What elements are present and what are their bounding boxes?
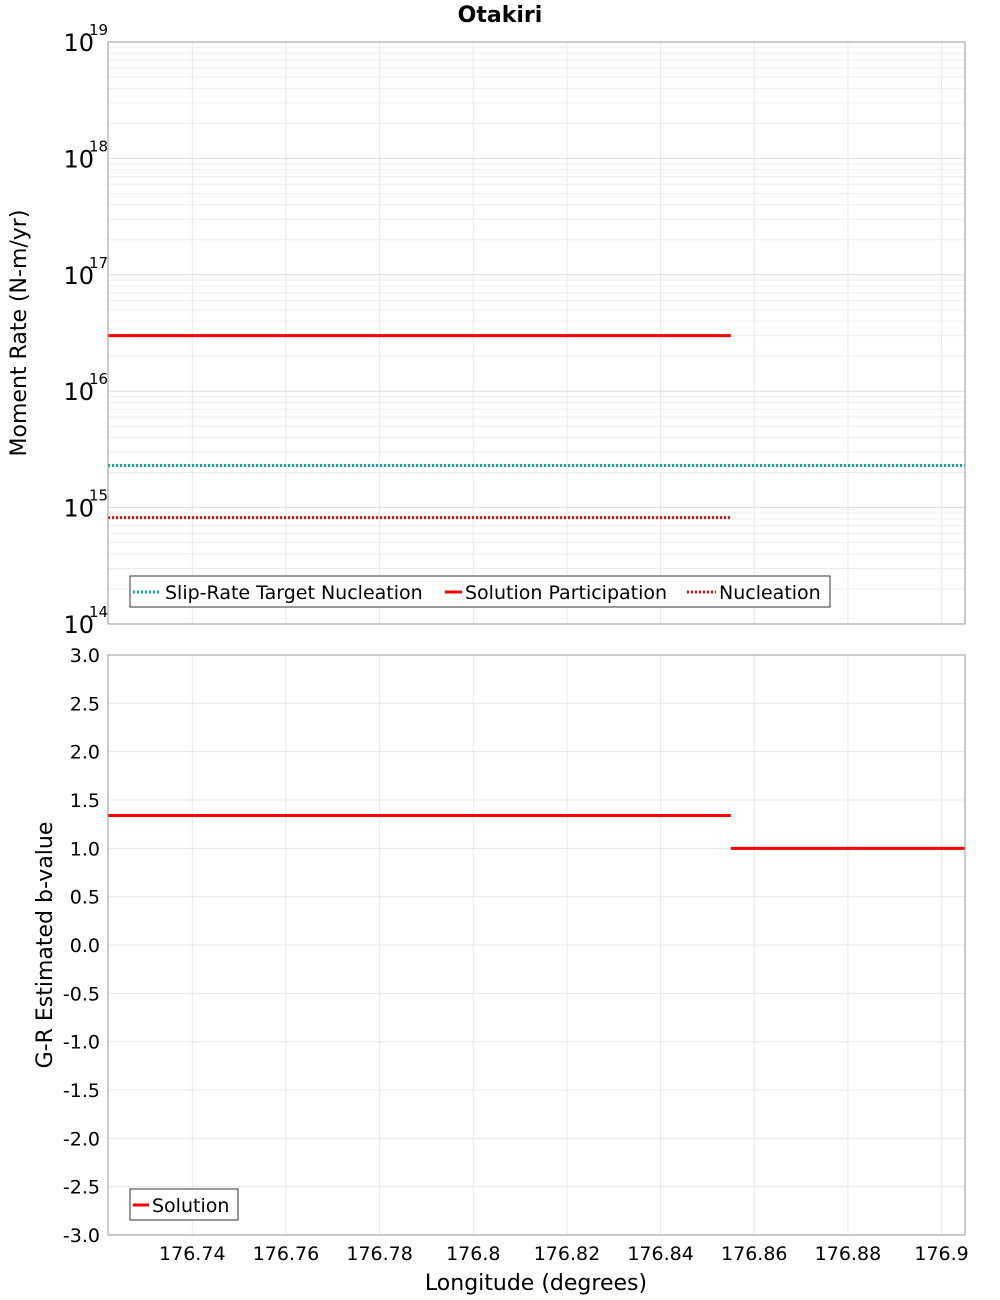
top-y-tick-base: 10	[63, 145, 94, 173]
top-plot-frame	[107, 41, 966, 625]
bottom-y-ticks: 3.0 2.5 2.0 1.5 1.0 0.5 0.0 -0.5 -1.0 -1.5 -2.0 -2.…	[63, 645, 100, 1247]
top-y-tick-exponent: 16	[89, 370, 108, 388]
bottom-y-tick-label: 3.0	[70, 645, 100, 667]
legend-label-solution-participation: Solution Participation	[465, 582, 667, 604]
bottom-y-tick-label: 1.5	[70, 790, 100, 812]
top-y-tick-base: 10	[63, 378, 94, 406]
bottom-y-tick-label: -3.0	[63, 1225, 100, 1247]
x-tick-label: 176.88	[815, 1243, 881, 1265]
bottom-y-tick-label: 2.0	[70, 742, 100, 764]
bottom-series	[108, 813, 965, 850]
top-legend-box	[129, 575, 831, 608]
top-y-axis-label: Moment Rate (N-m/yr)	[7, 210, 32, 457]
top-y-tick-exponent: 14	[89, 603, 108, 621]
bottom-y-tick-label: -0.5	[63, 983, 100, 1005]
legend-label-solution: Solution	[152, 1195, 229, 1217]
legend-label-slip-rate-target: Slip-Rate Target Nucleation	[165, 582, 423, 604]
bottom-y-tick-label: 2.5	[70, 693, 100, 715]
bottom-y-axis-label: G-R Estimated b-value	[33, 822, 58, 1069]
legend-label-nucleation: Nucleation	[719, 582, 821, 604]
chart-title: Otakiri	[458, 3, 543, 28]
bottom-y-tick-label: 1.0	[70, 838, 100, 860]
top-y-tick-exponent: 19	[89, 21, 108, 39]
x-axis-label: Longitude (degrees)	[425, 1271, 647, 1296]
bottom-y-tick-label: 0.5	[70, 887, 100, 909]
top-y-tick-exponent: 15	[89, 487, 108, 505]
x-tick-label: 176.86	[721, 1243, 787, 1265]
x-tick-label: 176.84	[627, 1243, 693, 1265]
bottom-gridlines	[108, 654, 965, 1236]
top-y-tick-base: 10	[63, 29, 94, 57]
top-gridlines	[108, 42, 965, 625]
top-legend: Slip-Rate Target Nucleation Solution Par…	[129, 575, 831, 608]
top-y-tick-exponent: 18	[89, 137, 108, 155]
bottom-y-tick-label: -1.0	[63, 1032, 100, 1054]
top-series	[108, 334, 965, 520]
bottom-y-tick-label: 0.0	[70, 935, 100, 957]
x-tick-label: 176.8	[446, 1243, 500, 1265]
x-ticks: 176.74 176.76 176.78 176.8 176.82 176.84 176.8…	[159, 1243, 969, 1265]
bottom-plot-frame	[107, 654, 966, 1236]
x-tick-label: 176.82	[534, 1243, 600, 1265]
bottom-legend: Solution	[129, 1188, 239, 1221]
x-tick-label: 176.78	[346, 1243, 412, 1265]
bottom-y-tick-label: -2.5	[63, 1177, 100, 1199]
top-y-tick-base: 10	[63, 495, 94, 523]
top-y-tick-base: 10	[63, 262, 94, 290]
x-tick-label: 176.74	[159, 1243, 225, 1265]
bottom-y-tick-label: -2.0	[63, 1128, 100, 1150]
bottom-y-tick-label: -1.5	[63, 1080, 100, 1102]
x-tick-label: 176.9	[914, 1243, 968, 1265]
top-y-tick-exponent: 17	[89, 254, 108, 272]
x-tick-label: 176.76	[253, 1243, 319, 1265]
top-y-tick-base: 10	[63, 611, 94, 639]
